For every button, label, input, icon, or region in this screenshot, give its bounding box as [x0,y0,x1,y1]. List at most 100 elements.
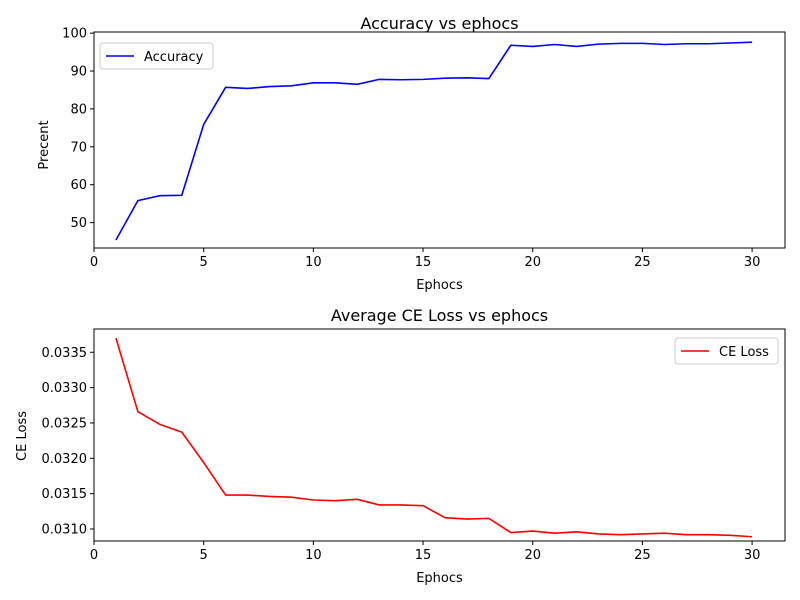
ce-loss-data-point [576,531,578,533]
accuracy-panel: Accuracy vs ephocs Ephocs Precent 0 5 10 15… [37,14,786,293]
ce-loss-series-line [115,337,753,538]
ce-loss-y-axis-label: CE Loss [15,411,30,461]
accuracy-data-point [554,44,556,46]
ce-loss-chart-title: Average CE Loss vs ephocs [331,306,548,325]
accuracy-legend-box [99,42,214,70]
ce-loss-x-tick-label: 15 [415,548,432,563]
ce-loss-data-point [268,495,270,497]
accuracy-y-tick-label: 80 [70,102,87,117]
accuracy-data-point [400,79,402,81]
accuracy-data-point [729,42,731,44]
accuracy-x-tick-label: 15 [415,255,432,270]
accuracy-data-point [203,123,205,125]
ce-loss-data-point [554,532,556,534]
ce-loss-data-point [422,505,424,507]
accuracy-data-point [641,42,643,44]
accuracy-data-point [444,77,446,79]
ce-loss-x-tick-label: 20 [524,548,541,563]
ce-loss-data-point [356,498,358,500]
ce-loss-panel: Average CE Loss vs ephocs Ephocs CE Loss… [15,306,786,586]
ce-loss-data-point [466,518,468,520]
accuracy-data-point [356,83,358,85]
ce-loss-data-point [751,536,753,538]
ce-loss-y-tick-label: 0.0310 [42,522,88,537]
ce-loss-x-tick-label: 25 [634,548,651,563]
ce-loss-data-point [312,499,314,501]
accuracy-data-point [268,86,270,88]
accuracy-x-tick-label: 5 [200,255,208,270]
accuracy-data-point [685,43,687,45]
ce-loss-data-point [510,532,512,534]
ce-loss-data-point [707,534,709,536]
accuracy-data-point [247,87,249,89]
accuracy-y-tick-label: 60 [70,178,87,193]
accuracy-data-point [225,86,227,88]
ce-loss-x-tick-label: 10 [305,548,322,563]
ce-loss-x-tick-label: 0 [90,548,98,563]
accuracy-ticks: 0 5 10 15 20 25 30 50 60 70 80 90 100 [62,27,760,270]
accuracy-plot-frame [93,31,786,249]
accuracy-legend: Accuracy [99,42,214,70]
ce-loss-legend: CE Loss [674,337,779,365]
accuracy-data-point [576,45,578,47]
ce-loss-data-point [181,431,183,433]
accuracy-y-tick-label: 70 [70,140,87,155]
ce-loss-data-point [532,530,534,532]
ce-loss-y-tick-label: 0.0315 [42,487,88,502]
accuracy-x-tick-label: 25 [634,255,651,270]
ce-loss-x-tick-label: 30 [744,548,761,563]
ce-loss-data-point [290,496,292,498]
ce-loss-data-point [641,533,643,535]
ce-loss-x-axis-label: Ephocs [416,571,463,586]
accuracy-x-tick-label: 30 [744,255,761,270]
accuracy-data-point [619,42,621,44]
ce-loss-data-point [444,517,446,519]
ce-loss-y-tick-label: 0.0330 [42,381,88,396]
accuracy-data-point [312,82,314,84]
accuracy-legend-label: Accuracy [144,50,204,65]
ce-loss-data-point [619,534,621,536]
accuracy-data-point [707,43,709,45]
ce-loss-data-point [225,494,227,496]
ce-loss-data-point [663,532,665,534]
accuracy-data-point [334,82,336,84]
ce-loss-data-point [159,423,161,425]
ce-loss-y-tick-label: 0.0320 [42,452,88,467]
ce-loss-data-point [334,500,336,502]
ce-loss-ticks: 0 5 10 15 20 25 30 0.0310 0.0315 0.0320 0.0325 0.03… [42,346,761,563]
ce-loss-plot-frame [93,328,786,542]
ce-loss-data-point [137,411,139,413]
accuracy-data-point [290,85,292,87]
ce-loss-data-point [247,494,249,496]
ce-loss-data-point [400,504,402,506]
ce-loss-data-point [115,337,117,339]
accuracy-data-point [510,44,512,46]
accuracy-series-line [115,41,753,241]
ce-loss-legend-label: CE Loss [719,345,769,360]
accuracy-data-point [422,78,424,80]
accuracy-data-point [137,200,139,202]
accuracy-y-axis-label: Precent [37,120,52,169]
accuracy-x-tick-label: 10 [305,255,322,270]
ce-loss-y-tick-label: 0.0325 [42,416,88,431]
ce-loss-data-point [378,504,380,506]
ce-loss-data-point [598,533,600,535]
accuracy-data-point [115,239,117,241]
ce-loss-legend-box [674,337,779,365]
accuracy-data-point [663,44,665,46]
accuracy-data-point [181,194,183,196]
accuracy-data-point [751,41,753,43]
accuracy-x-axis-label: Ephocs [416,278,463,293]
ce-loss-data-point [488,517,490,519]
accuracy-x-tick-label: 0 [90,255,98,270]
accuracy-data-point [159,195,161,197]
accuracy-data-point [598,43,600,45]
accuracy-x-tick-label: 20 [524,255,541,270]
accuracy-data-point [466,77,468,79]
accuracy-y-tick-label: 100 [62,27,87,42]
ce-loss-data-point [685,534,687,536]
accuracy-chart-title: Accuracy vs ephocs [360,14,518,33]
ce-loss-x-tick-label: 5 [200,548,208,563]
accuracy-data-point [488,78,490,80]
